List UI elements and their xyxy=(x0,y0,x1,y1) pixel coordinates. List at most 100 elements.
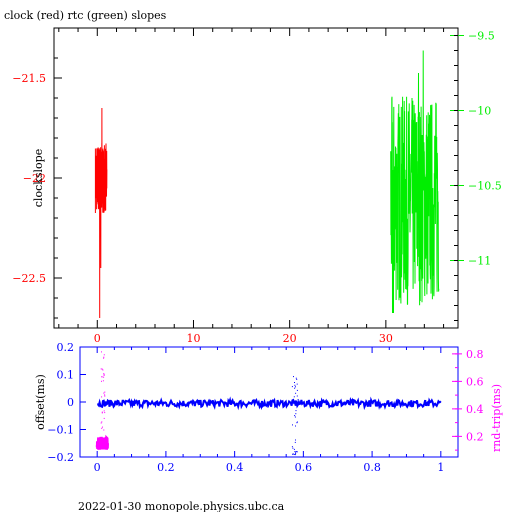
chart-title: clock (red) rtc (green) slopes xyxy=(4,9,167,22)
series-rndtrip-point xyxy=(101,368,103,370)
top-x-tick-label: 0 xyxy=(94,332,101,345)
series-offset-point xyxy=(296,422,298,424)
series-offset-point xyxy=(295,451,297,452)
series-rndtrip-point xyxy=(101,421,103,423)
bottom-right-axis: 0.8 0.6 0.4 0.2 xyxy=(452,348,484,451)
series-offset-point xyxy=(291,386,293,388)
series-rndtrip-point xyxy=(101,380,102,382)
bottom-right-tick-label: 0.2 xyxy=(466,430,484,443)
top-right-axis: −9.5 −10 −10.5 −11 xyxy=(450,30,502,321)
top-series xyxy=(94,50,440,319)
series-rndtrip-point xyxy=(103,357,105,359)
series-offset-point xyxy=(293,396,295,398)
series-rndtrip-cluster xyxy=(95,434,109,450)
series-offset-point xyxy=(297,399,299,401)
bottom-chart: 0.20.10−0.1−0.2 0.80.60.40.2 0 0.2 0.4 0.6 0… xyxy=(34,341,503,474)
top-left-axis: −21.5 −22 −22.5 xyxy=(12,57,62,319)
top-right-tick-label: −9.5 xyxy=(468,30,495,43)
series-offset-point xyxy=(293,376,294,378)
bottom-right-tick-label: 0.8 xyxy=(466,348,484,361)
series-offset-point xyxy=(294,415,296,417)
bottom-right-axis-label: rnd-trip(ms) xyxy=(490,384,503,452)
series-offset-point xyxy=(295,392,297,394)
series-offset-point xyxy=(296,400,298,402)
series-rndtrip-point xyxy=(101,411,103,413)
series-rndtrip-point xyxy=(103,392,105,394)
top-left-tick-label: −21.5 xyxy=(12,72,46,85)
series-rndtrip-point xyxy=(104,412,106,414)
bottom-left-tick-label: −0.1 xyxy=(47,424,74,437)
series-offset-point xyxy=(294,382,295,383)
series-offset-point xyxy=(295,425,296,427)
top-right-tick-label: −10 xyxy=(468,105,491,118)
series-rndtrip-point xyxy=(103,410,105,412)
series-rndtrip-point xyxy=(103,417,105,419)
series-offset-point xyxy=(295,453,297,455)
series-offset-point xyxy=(294,384,296,386)
series-offset-point xyxy=(295,410,297,412)
top-x-tick-label: 30 xyxy=(379,332,393,345)
series-rndtrip-point xyxy=(104,391,106,393)
series-rtc-line xyxy=(390,50,440,314)
top-right-tick-label: −11 xyxy=(468,255,491,268)
series-offset-point xyxy=(293,400,294,402)
series-rndtrip-point xyxy=(102,380,104,382)
series-offset-point xyxy=(292,424,293,426)
series-offset-point xyxy=(293,448,295,450)
top-x-tick-label: 10 xyxy=(186,332,200,345)
series-rndtrip-point xyxy=(101,376,103,378)
series-rndtrip-point xyxy=(103,374,105,376)
series-offset-point xyxy=(294,416,296,418)
series-rndtrip-point xyxy=(103,374,105,376)
bottom-x-tick-label: 0.6 xyxy=(295,461,313,474)
top-chart: −21.5 −22 −22.5 −9.5 −10 −10.5 −11 0 10 20 30 cl… xyxy=(12,27,502,345)
series-offset-point xyxy=(296,383,298,385)
bottom-x-tick-label: 0.4 xyxy=(226,461,244,474)
series-offset-point xyxy=(292,453,293,455)
series-offset-point xyxy=(294,451,296,453)
series-offset-point xyxy=(294,441,296,443)
series-rndtrip-point xyxy=(104,394,106,396)
series-offset-point xyxy=(295,451,297,453)
series-rndtrip-point xyxy=(103,356,105,358)
series-offset-point xyxy=(291,446,293,448)
series-offset-point xyxy=(295,413,297,415)
bottom-left-tick-label: 0.1 xyxy=(57,369,75,382)
bottom-left-tick-label: −0.2 xyxy=(47,451,74,464)
bottom-left-tick-label: 0.2 xyxy=(57,341,75,354)
bottom-left-tick-label: 0 xyxy=(67,396,74,409)
series-rndtrip-point xyxy=(100,368,102,370)
series-rndtrip-point xyxy=(104,395,106,397)
series-offset-point xyxy=(296,395,298,397)
series-offset-point xyxy=(296,451,298,453)
series-offset-point xyxy=(295,386,296,388)
series-rndtrip-point xyxy=(103,354,105,356)
series-clock-line xyxy=(94,107,108,319)
bottom-x-axis: 0 0.2 0.4 0.6 0.8 1 xyxy=(94,347,444,474)
series-offset-point xyxy=(295,377,297,379)
top-left-tick-label: −22 xyxy=(23,172,46,185)
series-offset-point xyxy=(292,447,294,449)
series-offset-point xyxy=(293,454,295,455)
bottom-right-tick-label: 0.6 xyxy=(466,375,484,388)
bottom-series xyxy=(95,351,442,456)
series-offset-point xyxy=(293,453,295,455)
series-rndtrip-point xyxy=(102,369,104,371)
series-rndtrip-point xyxy=(101,427,103,429)
bottom-x-tick-label: 0.8 xyxy=(363,461,381,474)
top-x-tick-label: 20 xyxy=(283,332,297,345)
series-rndtrip-point xyxy=(103,429,105,431)
series-offset-point xyxy=(295,439,296,441)
series-rndtrip-point xyxy=(101,412,103,414)
series-offset-point xyxy=(296,378,298,380)
bottom-right-tick-label: 0.4 xyxy=(466,403,484,416)
bottom-left-axis: 0.2 0.1 0 −0.1 −0.2 xyxy=(47,341,86,464)
top-left-tick-label: −22.5 xyxy=(12,272,46,285)
bottom-left-axis-label: offset(ms) xyxy=(34,374,47,430)
series-rndtrip-point xyxy=(101,351,102,353)
bottom-x-tick-label: 1 xyxy=(437,461,444,474)
series-rndtrip-point xyxy=(102,426,103,428)
series-offset-point xyxy=(294,403,296,405)
series-offset-point xyxy=(296,389,298,391)
